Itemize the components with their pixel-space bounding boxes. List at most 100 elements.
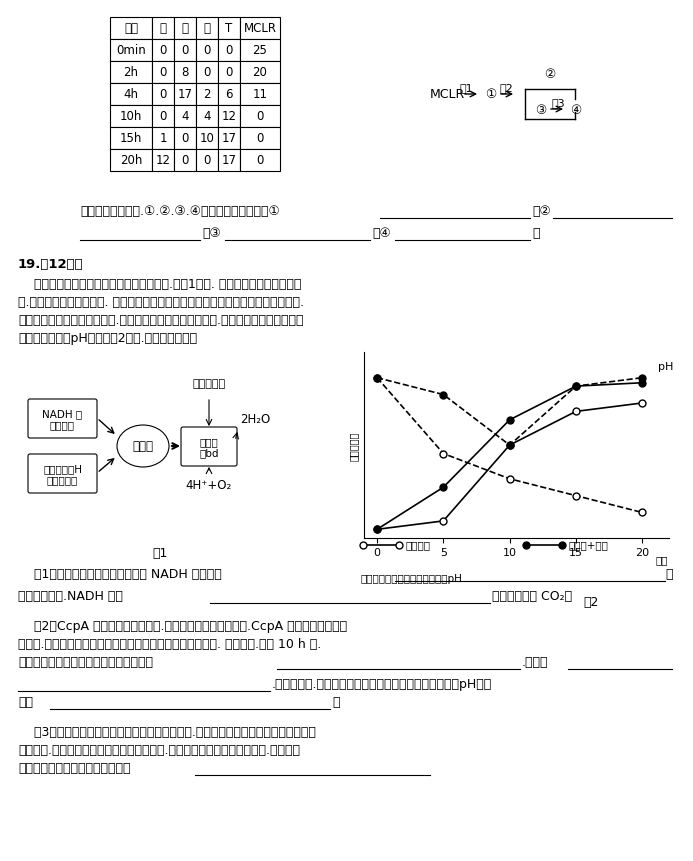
Bar <box>218 62 240 84</box>
Bar <box>196 18 218 40</box>
Text: 图2: 图2 <box>584 596 599 609</box>
Text: 甲培养基处于正常的无氧状态.乙培养基中添加血红素并供氧.两组培养基中乳酸菌的生: 甲培养基处于正常的无氧状态.乙培养基中添加血红素并供氧.两组培养基中乳酸菌的生 <box>18 313 304 326</box>
Bar <box>174 150 196 172</box>
Bar <box>152 18 174 40</box>
Bar <box>110 150 152 172</box>
Text: 20: 20 <box>252 66 267 79</box>
Bar <box>174 40 196 62</box>
Bar <box>240 40 280 62</box>
Bar <box>196 106 218 127</box>
Text: 当氧气不足时.NADH 能将: 当氧气不足时.NADH 能将 <box>18 589 123 603</box>
Text: 细胞色
素bd: 细胞色 素bd <box>200 437 219 458</box>
Bar <box>196 62 218 84</box>
Bar <box>196 150 218 172</box>
Bar <box>240 127 280 150</box>
Text: 17: 17 <box>177 89 193 102</box>
Text: 12: 12 <box>222 110 236 123</box>
Text: 图1: 图1 <box>152 547 168 560</box>
Text: pH: pH <box>658 362 674 371</box>
Text: ①: ① <box>485 89 496 102</box>
Text: 血红素.乳酸菌吸收血红素后能以乳酸作为底物进行细胞呼吸. 据图分析.培养 10 h 前.: 血红素.乳酸菌吸收血红素后能以乳酸作为底物进行细胞呼吸. 据图分析.培养 10 … <box>18 637 322 650</box>
Text: 0: 0 <box>256 133 264 146</box>
Text: 17: 17 <box>222 154 236 167</box>
Bar <box>152 84 174 106</box>
Bar <box>218 150 240 172</box>
Bar <box>152 150 174 172</box>
Text: 15h: 15h <box>120 133 142 146</box>
Text: 消耗氧气.从而减缓氧气对乳酸菌的毒害作用.试设计实验对该发现进行验证.要求简要: 消耗氧气.从而减缓氧气对乳酸菌的毒害作用.试设计实验对该发现进行验证.要求简要 <box>18 743 300 756</box>
Text: 根据表格信息推测.①.②.③.④分别对应的产物是：①: 根据表格信息推测.①.②.③.④分别对应的产物是：① <box>80 205 280 218</box>
Bar <box>240 84 280 106</box>
Text: 长量和培养基的pH变化如图2所示.回答下列问题：: 长量和培养基的pH变化如图2所示.回答下列问题： <box>18 331 197 344</box>
Text: 10: 10 <box>200 133 214 146</box>
Text: 的写出实验设计思路和实验结果：: 的写出实验设计思路和实验结果： <box>18 761 130 774</box>
Text: ；④: ；④ <box>372 226 391 239</box>
Text: 。: 。 <box>665 567 672 580</box>
Text: ④: ④ <box>570 103 581 116</box>
Y-axis label: 细胞生长量: 细胞生长量 <box>349 430 358 461</box>
Text: 0: 0 <box>256 154 264 167</box>
Bar <box>152 40 174 62</box>
Bar <box>174 84 196 106</box>
Text: 酶2: 酶2 <box>499 83 513 93</box>
Text: 中酶库: 中酶库 <box>132 440 154 453</box>
Text: 0: 0 <box>225 66 233 79</box>
Bar <box>110 40 152 62</box>
Text: 4h: 4h <box>123 89 139 102</box>
Text: MCLR: MCLR <box>243 22 277 35</box>
Text: 19.（12分）: 19.（12分） <box>18 257 84 270</box>
Text: 0: 0 <box>182 133 188 146</box>
Text: （3）氧气的积累对乳酸菌具有一定的毒害作用.研究发现血红素能促使乳酸菌及时的: （3）氧气的积累对乳酸菌具有一定的毒害作用.研究发现血红素能促使乳酸菌及时的 <box>18 725 316 738</box>
Text: 因是: 因是 <box>18 695 33 709</box>
Bar <box>240 150 280 172</box>
Bar <box>110 106 152 127</box>
Bar <box>174 106 196 127</box>
Text: （2）CcpA 是一种代谢调控蛋白.研究发现当葡萄糖存在时.CcpA 能抑制乳酸菌吸收: （2）CcpA 是一种代谢调控蛋白.研究发现当葡萄糖存在时.CcpA 能抑制乳酸… <box>18 619 347 632</box>
Text: 酶3: 酶3 <box>551 98 565 108</box>
FancyBboxPatch shape <box>181 428 237 467</box>
Ellipse shape <box>117 425 169 468</box>
Text: 外源血红素: 外源血红素 <box>193 379 225 388</box>
Text: 4: 4 <box>203 110 211 123</box>
Text: 0: 0 <box>203 45 211 58</box>
Text: ③: ③ <box>535 103 546 116</box>
Text: MCLR: MCLR <box>430 89 465 102</box>
Bar <box>240 62 280 84</box>
Text: ；③: ；③ <box>202 226 221 239</box>
Text: 。: 。 <box>332 695 340 709</box>
Text: 0: 0 <box>203 66 211 79</box>
FancyBboxPatch shape <box>28 400 97 438</box>
Bar <box>152 106 174 127</box>
Bar <box>110 84 152 106</box>
Text: 酶1: 酶1 <box>459 83 473 93</box>
Text: （1）酵母菌有氧呼吸过程中产生 NADH 的场所是: （1）酵母菌有氧呼吸过程中产生 NADH 的场所是 <box>18 567 222 580</box>
FancyBboxPatch shape <box>28 455 97 493</box>
Text: 0: 0 <box>182 154 188 167</box>
Text: 2H₂O: 2H₂O <box>240 413 270 426</box>
Text: 甘油三磷酸H
甲酸还原酶: 甘油三磷酸H 甲酸还原酶 <box>43 463 82 485</box>
Text: 。: 。 <box>532 226 539 239</box>
Bar <box>174 127 196 150</box>
Text: 时间: 时间 <box>124 22 138 35</box>
Text: 时间: 时间 <box>656 555 668 565</box>
Text: 25: 25 <box>252 45 267 58</box>
Text: 4H⁺+O₂: 4H⁺+O₂ <box>186 479 232 492</box>
Text: 0: 0 <box>203 154 211 167</box>
Text: 0: 0 <box>159 110 167 123</box>
Bar <box>218 40 240 62</box>
Text: ②: ② <box>545 68 556 82</box>
Bar <box>240 18 280 40</box>
Text: 20h: 20h <box>120 154 142 167</box>
Text: 2h: 2h <box>123 66 139 79</box>
Text: 还原为酒精和 CO₂。: 还原为酒精和 CO₂。 <box>492 589 572 603</box>
Text: 实线表示细胞生长量，虚线表示pH: 实线表示细胞生长量，虚线表示pH <box>360 573 462 583</box>
Text: 0: 0 <box>182 45 188 58</box>
Text: NADH 甲
酶还原酶: NADH 甲 酶还原酶 <box>42 408 82 430</box>
Bar <box>218 106 240 127</box>
Text: 正常无氧: 正常无氧 <box>405 540 431 550</box>
Text: 0: 0 <box>256 110 264 123</box>
Text: 4: 4 <box>182 110 188 123</box>
Bar <box>174 62 196 84</box>
Text: 11: 11 <box>252 89 267 102</box>
Bar <box>240 106 280 127</box>
